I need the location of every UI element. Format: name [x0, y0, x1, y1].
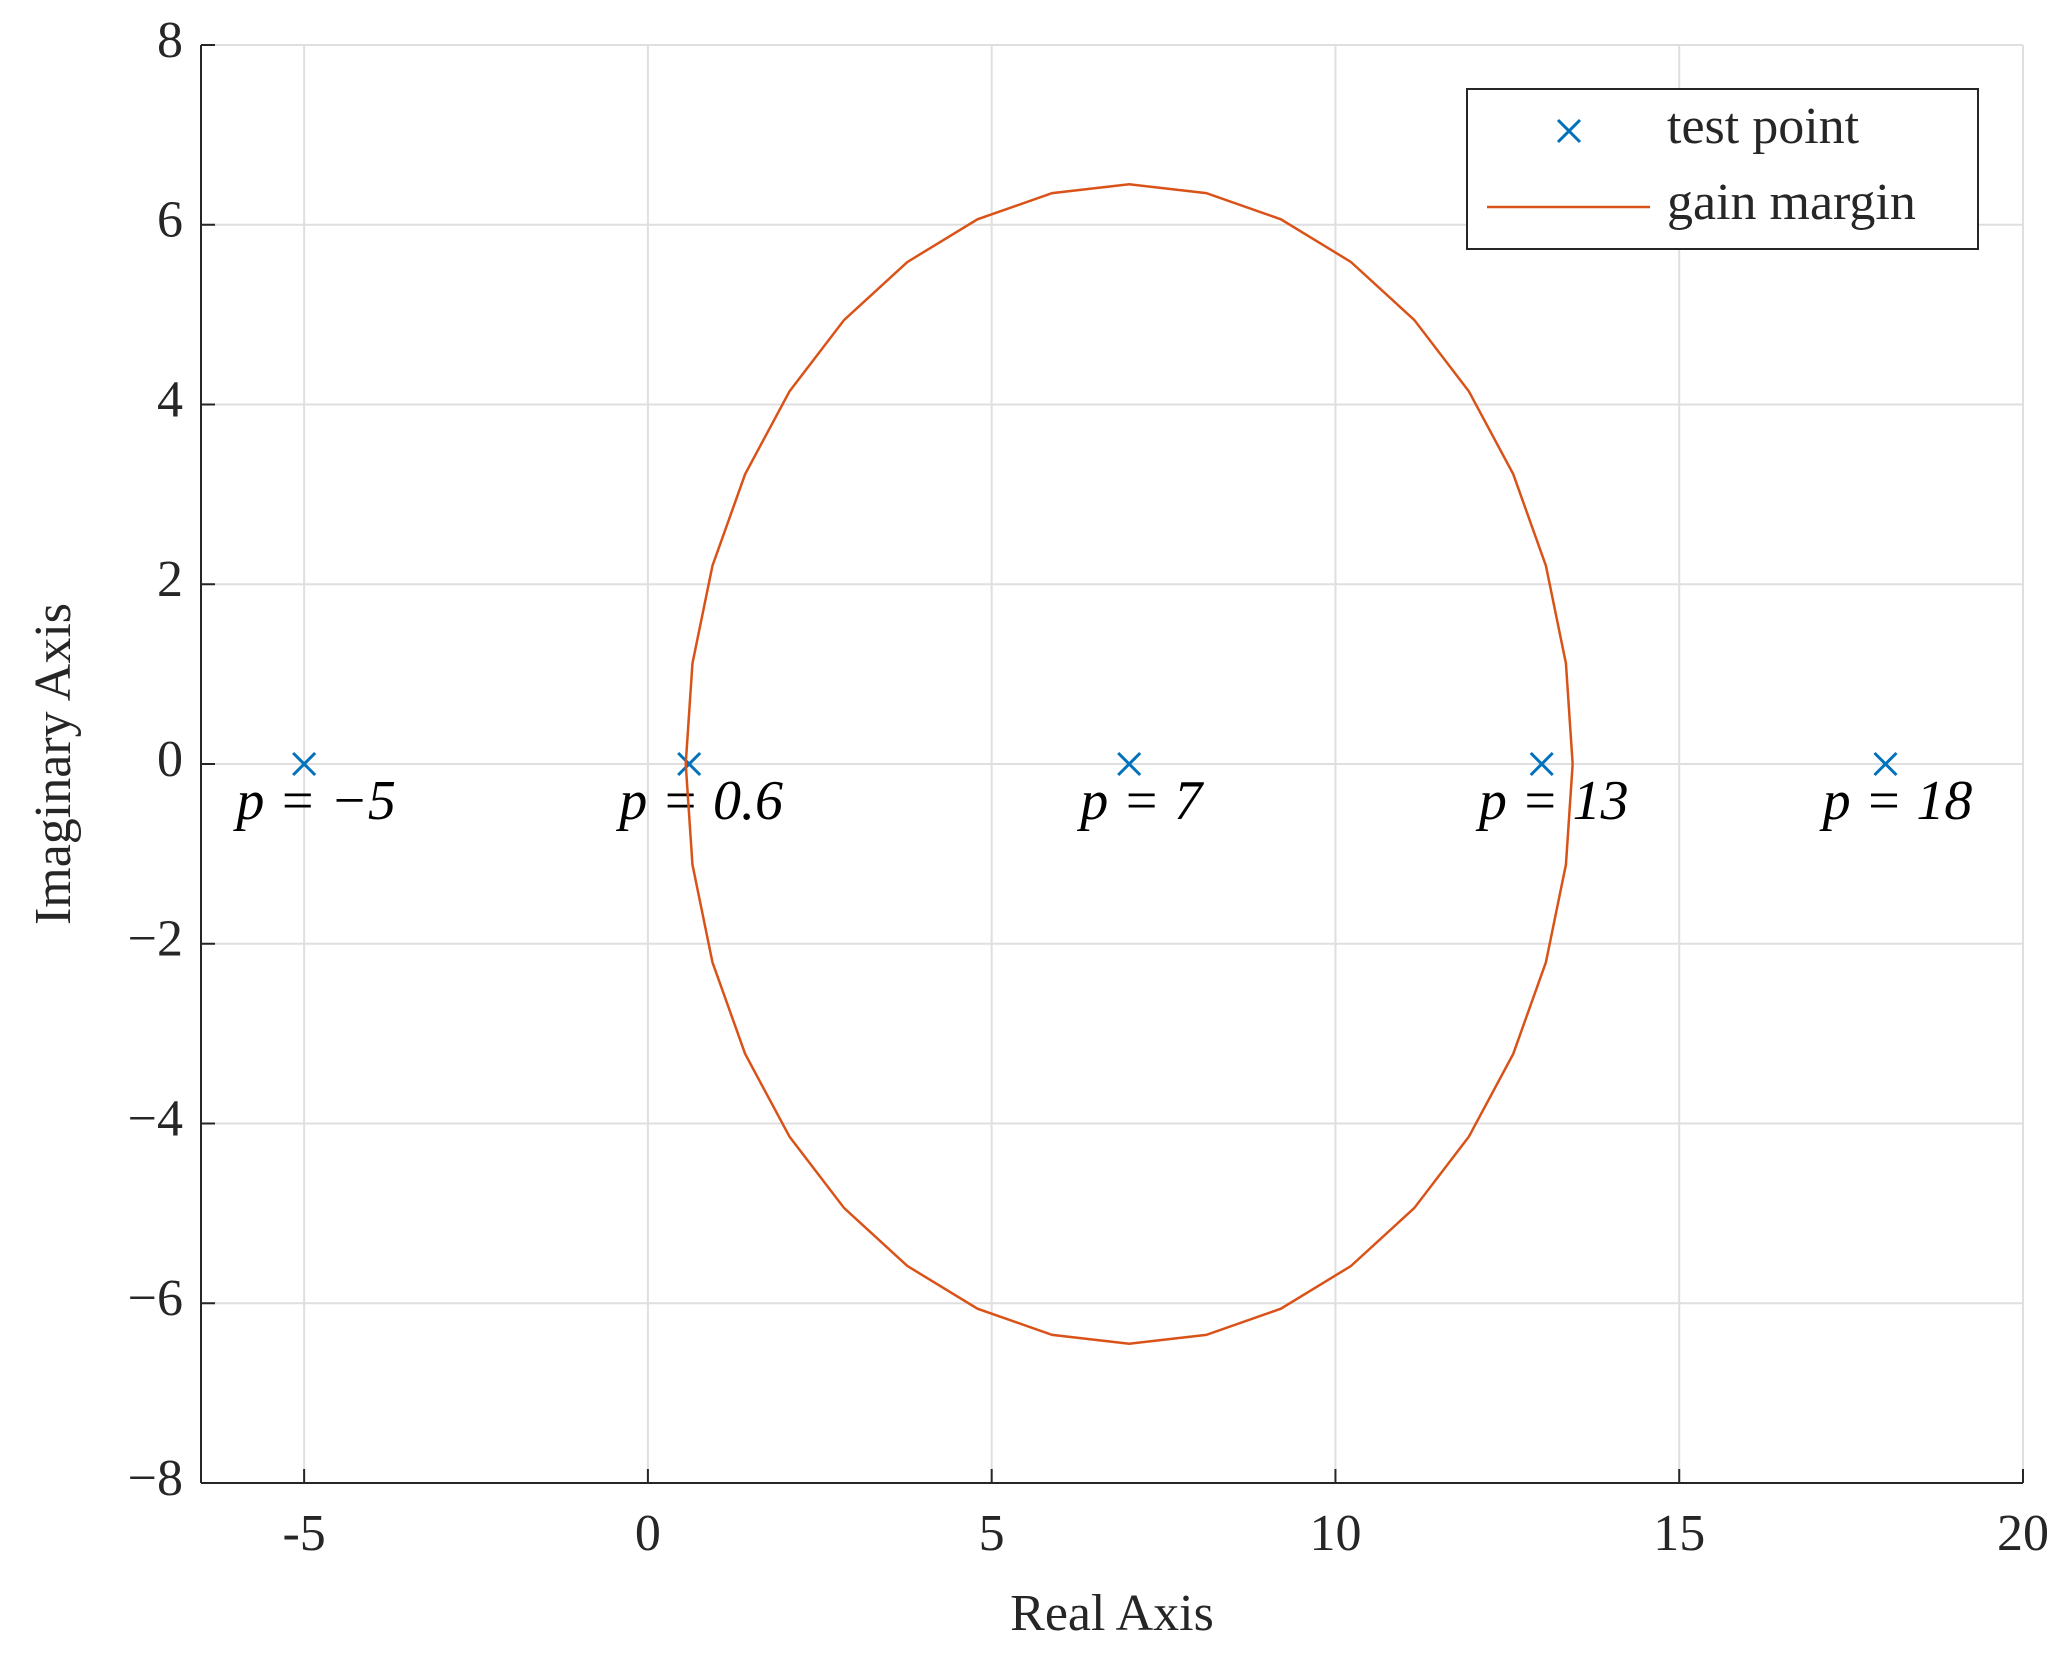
x-tick-label: 15: [1653, 1505, 1705, 1562]
y-tick-label: −4: [128, 1090, 183, 1147]
y-tick-label: 8: [157, 12, 183, 69]
x-tick-label: 5: [979, 1505, 1005, 1562]
y-tick-label: −8: [128, 1450, 183, 1507]
legend-marker: [1556, 118, 1582, 144]
annotation: p = 7: [1076, 770, 1204, 832]
y-tick-label: 0: [157, 731, 183, 788]
y-axis-label: Imaginary Axis: [25, 603, 82, 925]
annotation: p = 0.6: [615, 770, 783, 832]
test-point: [292, 751, 317, 777]
y-tick-label: −6: [128, 1270, 183, 1327]
test-point: [1873, 751, 1898, 777]
x-axis-label: Real Axis: [1010, 1585, 1214, 1642]
legend-label: test point: [1667, 98, 1860, 155]
test-point: [1117, 751, 1142, 777]
annotation: p = 13: [1475, 770, 1629, 832]
x-tick-label: 10: [1309, 1505, 1361, 1562]
y-tick-label: 6: [157, 192, 183, 249]
x-tick-label: 20: [1997, 1505, 2049, 1562]
gain-margin-line: [684, 183, 1574, 1345]
test-point: [1529, 751, 1554, 777]
x-tick-label: -5: [282, 1505, 325, 1562]
annotation: p = −5: [232, 770, 396, 832]
legend-box: [1466, 88, 1979, 250]
x-tick-label: 0: [635, 1505, 661, 1562]
test-point: [677, 751, 702, 777]
y-tick-label: −2: [128, 911, 183, 968]
legend-label: gain margin: [1667, 174, 1916, 231]
y-tick-label: 4: [157, 371, 183, 428]
y-tick-label: 2: [157, 551, 183, 608]
annotation: p = 18: [1819, 770, 1973, 832]
